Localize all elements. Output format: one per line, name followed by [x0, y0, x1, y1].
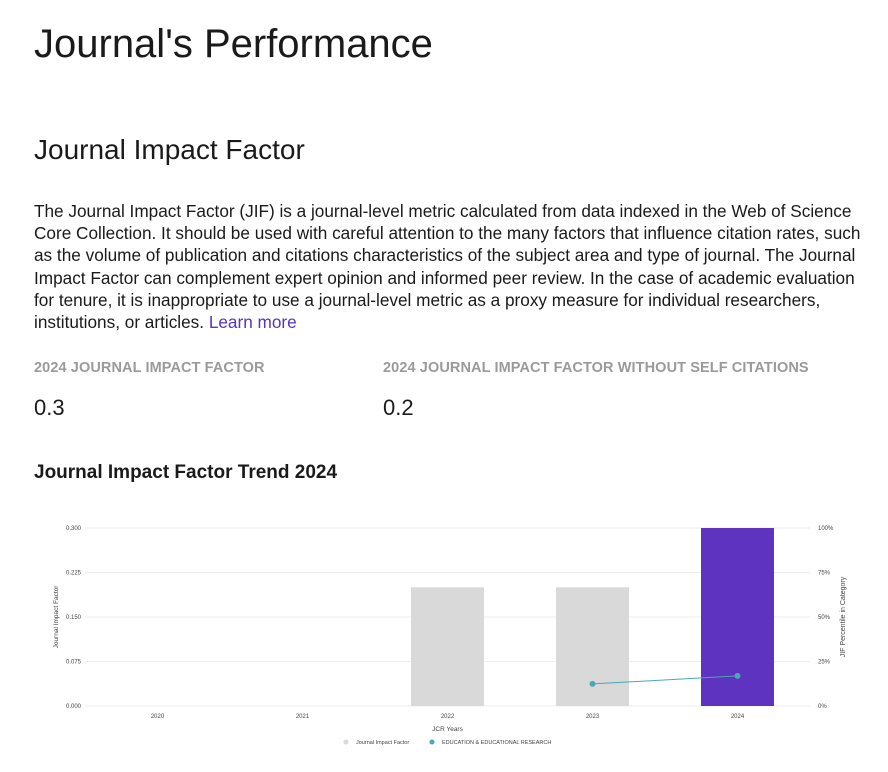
page-title: Journal's Performance — [34, 22, 433, 66]
x-tick-label: 2024 — [731, 714, 745, 720]
y2-tick-label: 25% — [818, 660, 831, 666]
y2-tick-label: 75% — [818, 571, 831, 577]
jif-no-self-label: 2024 JOURNAL IMPACT FACTOR WITHOUT SELF … — [383, 360, 809, 376]
bar-2023 — [556, 587, 629, 706]
trend-title: Journal Impact Factor Trend 2024 — [34, 462, 338, 483]
bar-2024 — [701, 528, 774, 706]
learn-more-link[interactable]: Learn more — [208, 312, 297, 333]
y-tick-label: 0.075 — [66, 660, 82, 666]
x-tick-label: 2021 — [296, 714, 310, 720]
y2-tick-label: 100% — [818, 526, 834, 532]
y-tick-label: 0.000 — [66, 704, 82, 710]
percentile-point-2023 — [589, 680, 596, 687]
y2-axis-label: JIF Percentile in Category — [840, 576, 847, 657]
legend-bar-swatch — [343, 739, 349, 745]
legend-bar-label: Journal Impact Factor — [356, 740, 409, 746]
legend-line-swatch — [429, 739, 435, 745]
x-tick-label: 2020 — [151, 714, 165, 720]
y2-tick-label: 50% — [818, 615, 831, 621]
jif-description: The Journal Impact Factor (JIF) is a jou… — [34, 200, 864, 333]
percentile-point-2024 — [734, 672, 741, 679]
y-tick-label: 0.300 — [66, 526, 82, 532]
x-axis-label: JCR Years — [432, 726, 463, 733]
jif-trend-chart: 0.000 0.075 0.150 0.225 0.300 0% 25% 50% 75% 100%… — [53, 526, 847, 746]
legend-line-label: EDUCATION & EDUCATIONAL RESEARCH — [442, 740, 551, 746]
bar-2022 — [411, 587, 484, 706]
y2-tick-label: 0% — [818, 704, 827, 710]
jif-no-self-value: 0.2 — [383, 395, 414, 420]
y-tick-label: 0.150 — [66, 615, 82, 621]
description-text: The Journal Impact Factor (JIF) is a jou… — [34, 201, 861, 333]
y-axis-label: Journal Impact Factor — [53, 585, 60, 649]
x-tick-label: 2023 — [586, 714, 600, 720]
section-title: Journal Impact Factor — [34, 134, 305, 165]
jif-value: 0.3 — [34, 395, 65, 420]
y-tick-label: 0.225 — [66, 571, 82, 577]
percentile-line — [592, 675, 738, 685]
jif-label: 2024 JOURNAL IMPACT FACTOR — [34, 360, 265, 376]
x-tick-label: 2022 — [441, 714, 455, 720]
